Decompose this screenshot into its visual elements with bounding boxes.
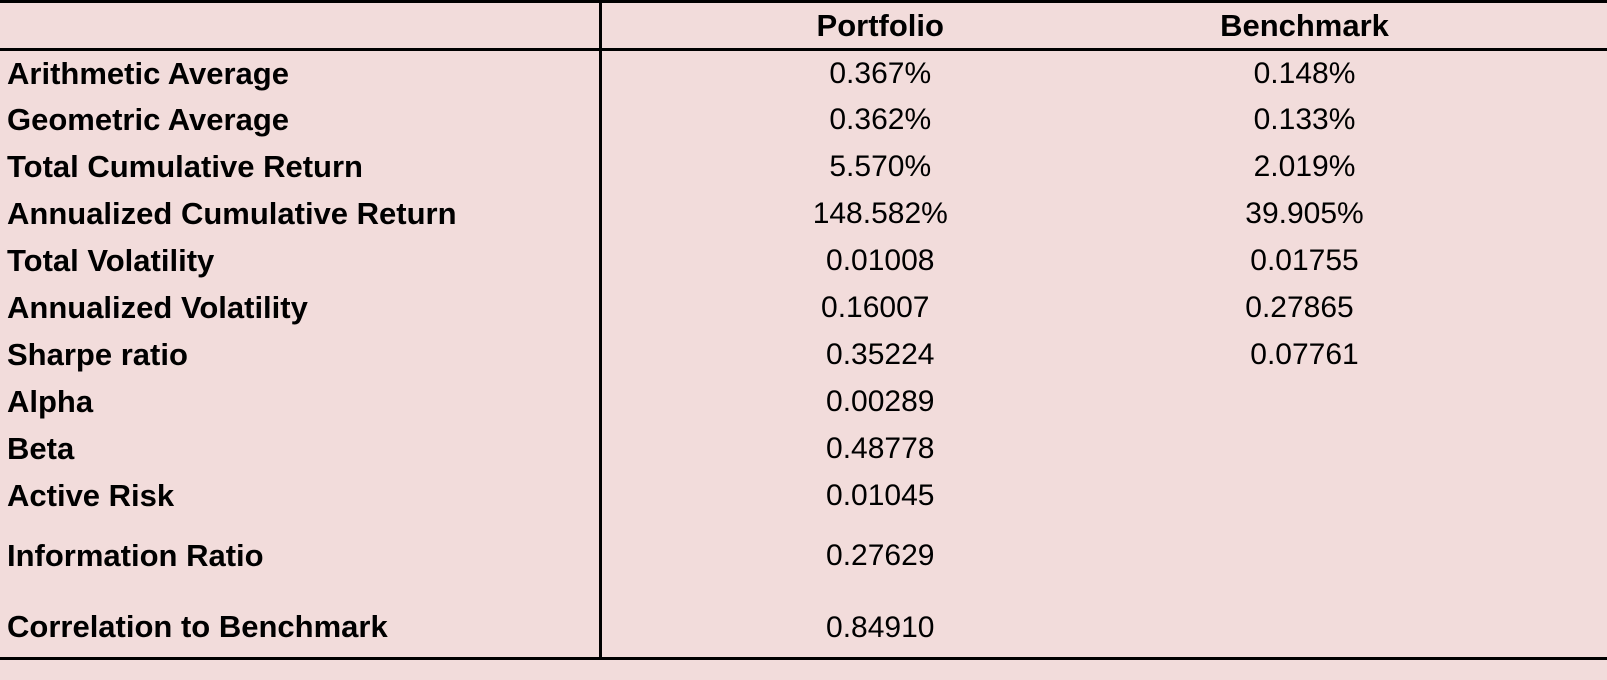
portfolio-value[interactable]: 0.362% xyxy=(829,103,932,136)
benchmark-value[interactable] xyxy=(1103,473,1607,520)
portfolio-value[interactable]: 0.01008 xyxy=(826,244,935,277)
header-row: Portfolio Benchmark xyxy=(0,0,1607,51)
table-row: Total Volatility 0.01008 0.01755 xyxy=(0,237,1607,285)
header-cell-portfolio[interactable]: Portfolio xyxy=(600,0,1103,51)
metric-label[interactable]: Total Cumulative Return xyxy=(0,143,602,191)
benchmark-value[interactable] xyxy=(1103,426,1607,473)
header-cell-benchmark[interactable]: Benchmark xyxy=(1103,0,1607,51)
metric-label[interactable]: Geometric Average xyxy=(0,96,602,144)
portfolio-value[interactable]: 5.570% xyxy=(829,150,932,183)
benchmark-value[interactable]: 0.07761 xyxy=(1250,338,1359,371)
table-row: Total Cumulative Return 5.570% 2.019% xyxy=(0,143,1607,191)
portfolio-value[interactable]: 0.00289 xyxy=(826,385,935,418)
table-row: Active Risk 0.01045 xyxy=(0,472,1607,520)
metric-label[interactable]: Annualized Cumulative Return xyxy=(0,190,602,238)
header-cell-blank[interactable] xyxy=(0,0,602,51)
metric-label[interactable]: Correlation to Benchmark xyxy=(0,591,602,660)
benchmark-value[interactable]: 0.148% xyxy=(1253,56,1356,90)
table-row: Correlation to Benchmark 0.84910 xyxy=(0,591,1607,660)
benchmark-value[interactable]: 0.01755 xyxy=(1250,244,1359,277)
table-row: Beta 0.48778 xyxy=(0,425,1607,473)
table-row: Annualized Volatility 0.16007 0.27865 xyxy=(0,284,1607,332)
portfolio-value[interactable]: 0.27629 xyxy=(826,538,935,572)
portfolio-value[interactable]: 148.582% xyxy=(812,197,948,230)
table-row: Geometric Average 0.362% 0.133% xyxy=(0,96,1607,144)
portfolio-value[interactable]: 0.84910 xyxy=(600,591,1103,660)
metric-label[interactable]: Arithmetic Average xyxy=(0,49,602,97)
portfolio-value[interactable]: 0.35224 xyxy=(826,338,935,371)
portfolio-value[interactable]: 0.367% xyxy=(829,56,932,90)
metric-label[interactable]: Sharpe ratio xyxy=(0,331,602,379)
benchmark-value[interactable] xyxy=(1103,520,1607,592)
portfolio-value[interactable]: 0.16007 xyxy=(821,291,930,324)
table-row: Alpha 0.00289 xyxy=(0,378,1607,426)
metric-label[interactable]: Active Risk xyxy=(0,472,602,520)
portfolio-value[interactable]: 0.01045 xyxy=(826,479,935,512)
metric-label[interactable]: Information Ratio xyxy=(0,519,602,592)
metric-label[interactable]: Alpha xyxy=(0,378,602,426)
table-row: Sharpe ratio 0.35224 0.07761 xyxy=(0,331,1607,379)
table-row: Annualized Cumulative Return 148.582% 39… xyxy=(0,190,1607,238)
table-row: Arithmetic Average 0.367% 0.148% xyxy=(0,49,1607,97)
benchmark-value[interactable]: 0.27865 xyxy=(1245,291,1354,324)
benchmark-value[interactable]: 39.905% xyxy=(1245,197,1364,230)
benchmark-value[interactable] xyxy=(1103,591,1607,660)
performance-metrics-table: Portfolio Benchmark Arithmetic Average 0… xyxy=(0,0,1607,660)
metric-label[interactable]: Annualized Volatility xyxy=(0,284,602,332)
table-row: Information Ratio 0.27629 xyxy=(0,519,1607,592)
portfolio-value[interactable]: 0.48778 xyxy=(826,432,935,465)
metric-label[interactable]: Total Volatility xyxy=(0,237,602,285)
benchmark-value[interactable] xyxy=(1103,379,1607,426)
benchmark-value[interactable]: 0.133% xyxy=(1253,103,1356,136)
metric-label[interactable]: Beta xyxy=(0,425,602,473)
benchmark-value[interactable]: 2.019% xyxy=(1253,150,1356,183)
